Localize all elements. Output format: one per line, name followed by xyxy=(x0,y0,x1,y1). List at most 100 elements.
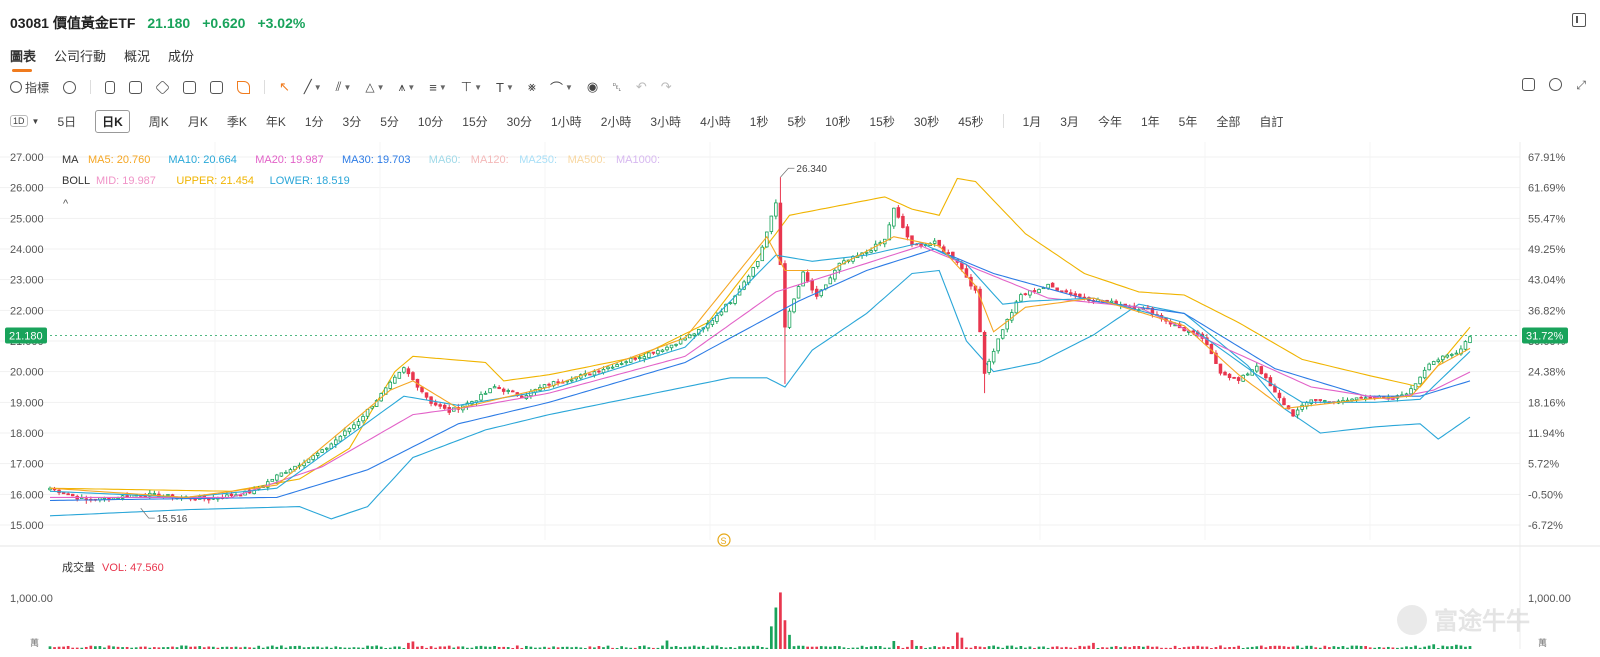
candle-body xyxy=(733,295,737,304)
line-tool-button[interactable]: ╱ ▼ xyxy=(304,79,322,95)
tab-overview[interactable]: 概況 xyxy=(124,49,151,64)
period-30m[interactable]: 30分 xyxy=(506,114,532,129)
candle-body xyxy=(302,462,306,467)
volume-bar xyxy=(965,647,968,649)
period-45s[interactable]: 45秒 xyxy=(958,114,984,129)
period-daily[interactable]: 日K xyxy=(95,109,130,133)
volume-bar xyxy=(1051,646,1054,649)
period-yearly[interactable]: 年K xyxy=(265,114,286,129)
indicator-button[interactable]: 指標 xyxy=(10,79,49,96)
period-3h[interactable]: 3小時 xyxy=(650,114,682,129)
volume-bar xyxy=(806,646,809,649)
legend-item: MID: 19.987 xyxy=(96,175,156,187)
measure-tool-button[interactable]: ⊤ ▼ xyxy=(461,79,482,95)
candle-body xyxy=(987,360,991,373)
eraser-tool-button[interactable]: ⨳ xyxy=(528,79,536,95)
range-3mo[interactable]: 3月 xyxy=(1060,114,1079,129)
expand-icon[interactable]: ⤢ xyxy=(1576,78,1586,92)
period-quarterly[interactable]: 季K xyxy=(226,114,247,129)
candle-body xyxy=(1277,392,1282,399)
period-10m[interactable]: 10分 xyxy=(417,114,444,129)
volume-bar xyxy=(597,646,601,649)
period-1s[interactable]: 1秒 xyxy=(749,114,769,129)
range-ytd[interactable]: 今年 xyxy=(1097,114,1122,129)
volume-bar xyxy=(724,647,728,649)
toolbar-divider xyxy=(90,80,92,94)
draw-button[interactable] xyxy=(237,80,251,94)
cursor-button[interactable]: ↖ xyxy=(279,79,290,95)
volume-bar xyxy=(384,647,388,649)
range-custom[interactable]: 自訂 xyxy=(1259,114,1284,129)
camera-icon[interactable] xyxy=(1522,78,1536,91)
volume-bar xyxy=(1083,646,1086,649)
candle-style-button[interactable] xyxy=(105,80,116,94)
volume-bar xyxy=(933,646,937,649)
channel-tool-button[interactable]: ⫽ ▼ xyxy=(336,79,352,95)
volume-bar xyxy=(688,646,692,649)
candle-body xyxy=(869,250,873,253)
collapse-panel-icon[interactable] xyxy=(1572,13,1586,27)
text-tool-button[interactable]: T ▼ xyxy=(496,80,514,95)
tab-corporate-actions[interactable]: 公司行動 xyxy=(54,49,107,64)
range-1y[interactable]: 1年 xyxy=(1140,114,1160,129)
candle-body xyxy=(306,458,311,463)
volume-bar xyxy=(543,646,546,649)
volume-bar xyxy=(810,646,814,649)
volume-bar xyxy=(334,646,338,649)
volume-bar xyxy=(865,647,868,649)
volume-bar xyxy=(633,647,637,649)
rectangle-button[interactable] xyxy=(129,80,143,94)
period-4h[interactable]: 4小時 xyxy=(700,114,731,129)
redo-button[interactable]: ↷ xyxy=(661,79,672,95)
period-2h[interactable]: 2小時 xyxy=(600,114,632,129)
gear-icon[interactable] xyxy=(1549,78,1563,91)
volume-bar xyxy=(579,647,583,649)
period-30s[interactable]: 30秒 xyxy=(913,114,940,129)
period-10s[interactable]: 10秒 xyxy=(825,114,851,129)
period-1h[interactable]: 1小時 xyxy=(551,114,582,129)
vb-button[interactable] xyxy=(183,80,197,94)
tab-chart[interactable]: 圖表 xyxy=(10,46,36,72)
range-1mo[interactable]: 1月 xyxy=(1022,114,1042,129)
period-3m[interactable]: 3分 xyxy=(342,114,362,129)
period-monthly[interactable]: 月K xyxy=(187,114,208,129)
candle-body xyxy=(474,400,479,403)
chevron-down-icon[interactable]: ▼ xyxy=(31,116,40,126)
volume-bar xyxy=(98,646,102,649)
candle-body xyxy=(633,357,637,360)
candle-body xyxy=(370,405,374,409)
legend-item: MA500: xyxy=(568,154,606,166)
period-15m[interactable]: 15分 xyxy=(462,114,488,129)
candle-body xyxy=(1168,321,1173,325)
chevron-down-icon: ▼ xyxy=(564,82,573,92)
period-15s[interactable]: 15秒 xyxy=(869,114,895,129)
visibility-button[interactable]: ◉ xyxy=(587,79,598,95)
brush-tool-button[interactable]: ⌒ ▼ xyxy=(550,78,573,97)
delete-button[interactable]: ␡ xyxy=(612,80,622,95)
layers-button[interactable] xyxy=(155,79,170,95)
undo-button[interactable]: ↶ xyxy=(636,79,647,95)
pattern-tool-button[interactable]: ⩚ ▼ xyxy=(399,80,416,95)
volume-bar xyxy=(1282,646,1286,649)
tab-constituents[interactable]: 成份 xyxy=(168,49,195,64)
period-5m[interactable]: 5分 xyxy=(380,114,399,129)
period-weekly[interactable]: 周K xyxy=(148,114,169,129)
volume-bar xyxy=(588,646,592,649)
range-5y[interactable]: 5年 xyxy=(1178,114,1198,129)
pct-tick-label: 30.60% xyxy=(1528,336,1566,348)
compare-button[interactable] xyxy=(210,80,224,94)
interval-select[interactable]: 1D xyxy=(10,115,28,127)
triangle-tool-button[interactable]: △ ▼ xyxy=(365,80,384,94)
candle-body xyxy=(1177,323,1182,329)
candle-body xyxy=(57,489,61,494)
period-5s[interactable]: 5秒 xyxy=(787,114,807,129)
period-1m[interactable]: 1分 xyxy=(304,114,324,129)
candle-body xyxy=(610,366,615,369)
replay-button[interactable] xyxy=(63,80,77,94)
legend-item: MA1000: xyxy=(616,154,660,166)
volume-bar xyxy=(1073,647,1077,649)
fib-tool-button[interactable]: ≡ ▼ xyxy=(429,80,447,95)
range-all[interactable]: 全部 xyxy=(1216,114,1241,129)
period-5d[interactable]: 5日 xyxy=(57,114,77,129)
